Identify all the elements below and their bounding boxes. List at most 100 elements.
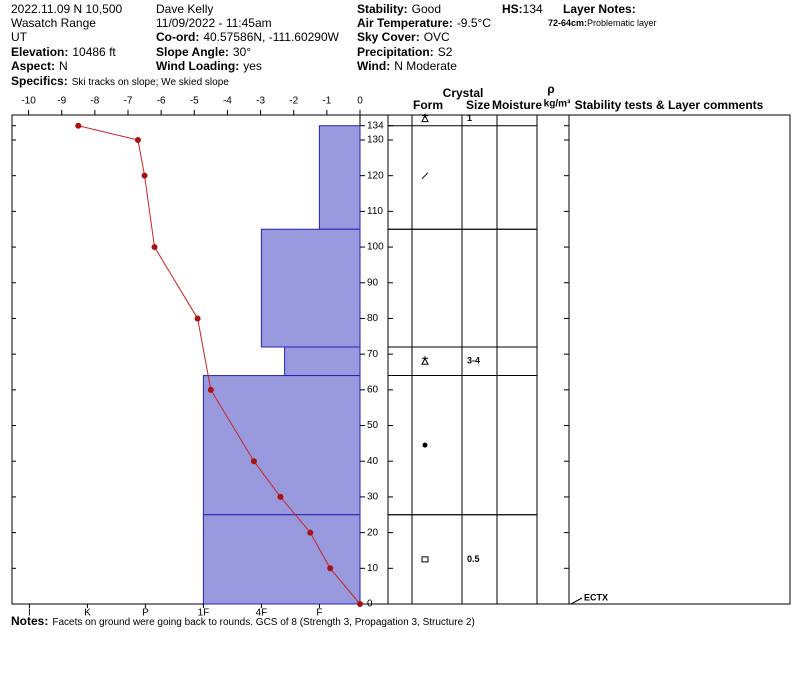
header-text: UT xyxy=(11,30,28,44)
header-size: Size xyxy=(466,98,490,112)
x-tick-label: -5 xyxy=(190,96,199,107)
header-text: 11/09/2022 - 11:45am xyxy=(156,16,272,30)
header-field: Wind: N Moderate xyxy=(357,59,457,73)
field-label: Stability: xyxy=(357,2,408,16)
header-field: Air Temperature: -9.5°C xyxy=(357,16,491,30)
temperature-point xyxy=(151,244,158,251)
grain-symbol xyxy=(422,442,428,448)
field-value: N xyxy=(59,59,68,73)
y-tick-label: 130 xyxy=(367,135,384,146)
y-tick-label: 0 xyxy=(367,599,373,610)
hardness-tick-label: I xyxy=(28,608,31,619)
y-tick-label: 120 xyxy=(367,170,384,181)
temperature-point xyxy=(277,493,284,500)
layer-note-label: 72-64cm: xyxy=(548,18,587,28)
header-field: Precipitation: S2 xyxy=(357,45,453,59)
y-tick-label: 50 xyxy=(367,420,379,431)
table-columns xyxy=(387,115,570,604)
header-text: Wasatch Range xyxy=(11,16,96,30)
x-tick-label: -1 xyxy=(322,96,331,107)
y-tick-label: 60 xyxy=(367,384,379,395)
field-label: Wind Loading: xyxy=(156,59,239,73)
y-tick-label: 134 xyxy=(367,120,384,131)
hardness-bar xyxy=(318,125,361,230)
grain-symbol xyxy=(421,113,429,123)
x-tick-label: -10 xyxy=(21,96,36,107)
field-label: Slope Angle: xyxy=(156,45,229,59)
temperature-point xyxy=(194,315,201,322)
temperature-point xyxy=(307,529,314,536)
header-rho: ρ xyxy=(547,82,554,96)
field-label: Aspect: xyxy=(11,59,55,73)
field-value: 10486 ft xyxy=(72,45,116,59)
hardness-bar xyxy=(284,346,361,377)
x-tick-label: -9 xyxy=(57,96,66,107)
header-moisture: Moisture xyxy=(492,98,542,112)
hardness-tick-label: 4F xyxy=(256,608,268,619)
field-label: Precipitation: xyxy=(357,45,434,59)
temperature-point xyxy=(134,136,141,143)
header-field: Wind Loading: yes xyxy=(156,59,262,73)
field-label: Elevation: xyxy=(11,45,68,59)
grain-symbol xyxy=(421,356,429,365)
x-tick-label: -2 xyxy=(289,96,298,107)
grain-size: 3-4 xyxy=(467,356,480,366)
temperature-point xyxy=(207,386,214,393)
header-form: Form xyxy=(413,98,443,112)
notes-value: Facets on ground were going back to roun… xyxy=(52,617,474,628)
temperature-point xyxy=(141,172,148,179)
y-tick-label: 20 xyxy=(367,527,379,538)
header-field: Stability: Good xyxy=(357,2,441,16)
hardness-tick-label: K xyxy=(84,608,91,619)
hardness-bar xyxy=(202,375,361,516)
field-value: OVC xyxy=(424,30,450,44)
field-label: HS: xyxy=(502,2,523,16)
temperature-point xyxy=(75,122,82,129)
temperature-point xyxy=(327,565,334,572)
header-field: Co-ord: 40.57586N, -111.60290W xyxy=(156,30,340,44)
x-tick-label: -6 xyxy=(157,96,166,107)
x-tick-label: -4 xyxy=(223,96,232,107)
field-label: Air Temperature: xyxy=(357,16,453,30)
header-text: 2022.11.09 N 10,500 xyxy=(11,2,123,16)
header-density: kg/m³ xyxy=(544,99,571,110)
field-value: Good xyxy=(412,2,441,16)
specifics-label: Specifics: xyxy=(11,74,68,88)
y-tick-label: 100 xyxy=(367,242,384,253)
x-tick-label: -7 xyxy=(124,96,133,107)
grain-size: 1 xyxy=(467,113,472,123)
y-tick-label: 40 xyxy=(367,456,379,467)
header-field: HS:134 xyxy=(502,2,543,16)
x-tick-label: -3 xyxy=(256,96,265,107)
header-field: Sky Cover: OVC xyxy=(357,30,450,44)
hardness-bar xyxy=(260,228,361,348)
grain-symbol xyxy=(421,172,429,180)
hardness-tick-label: F xyxy=(316,608,322,619)
y-tick-label: 110 xyxy=(367,206,383,217)
y-tick-label: 90 xyxy=(367,277,379,288)
layer-notes-title: Layer Notes: xyxy=(563,2,636,16)
y-tick-label: 70 xyxy=(367,349,379,360)
hardness-tick-label: P xyxy=(142,608,149,619)
field-value: S2 xyxy=(438,45,453,59)
notes: Notes: Facets on ground were going back t… xyxy=(11,614,475,628)
header-field: Elevation: 10486 ft xyxy=(11,45,116,59)
grain-symbol xyxy=(421,556,429,563)
temperature-point xyxy=(357,601,363,607)
field-value: 134 xyxy=(523,2,543,16)
hardness-bar xyxy=(202,514,361,605)
header-field: Slope Angle: 30° xyxy=(156,45,251,59)
field-value: 40.57586N, -111.60290W xyxy=(203,30,339,44)
test-label: ECTX xyxy=(584,592,608,602)
x-tick-label: -8 xyxy=(90,96,99,107)
header-comments: Stability tests & Layer comments xyxy=(575,98,764,112)
specifics-value: Ski tracks on slope; We skied slope xyxy=(72,77,230,88)
y-tick-label: 30 xyxy=(367,492,379,503)
grain-size: 0.5 xyxy=(467,554,480,564)
header-field: Aspect: N xyxy=(11,59,68,73)
test-arrow xyxy=(570,597,583,605)
field-label: Sky Cover: xyxy=(357,30,420,44)
y-tick-label: 80 xyxy=(367,313,379,324)
specifics: Specifics: Ski tracks on slope; We skied … xyxy=(11,74,229,88)
